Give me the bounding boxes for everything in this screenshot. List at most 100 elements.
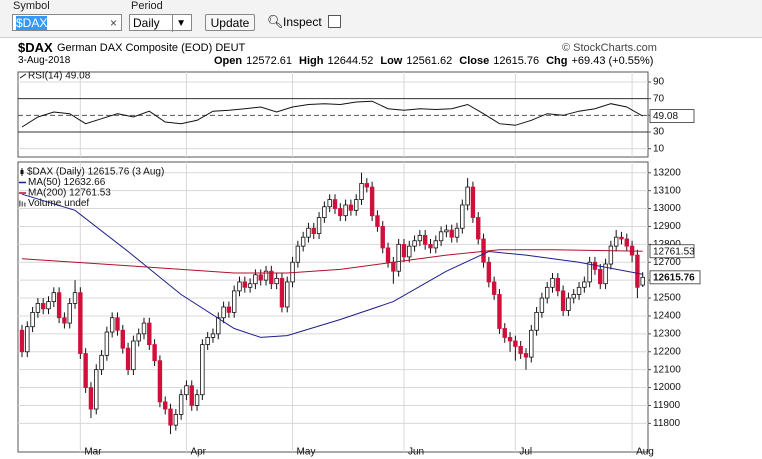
candle-body	[359, 183, 364, 200]
candle-body	[173, 414, 179, 426]
legend-label: MA(50) 12632.66	[28, 177, 106, 188]
series-line	[21, 249, 643, 274]
candle-body	[343, 204, 348, 217]
quote-label: Low	[380, 55, 403, 67]
candle-body	[189, 385, 194, 406]
y-tick-label: 10	[653, 143, 665, 154]
candle-body	[25, 326, 30, 353]
clear-icon[interactable]: ×	[109, 16, 117, 30]
y-tick-label: 13200	[653, 167, 681, 178]
candle-body	[67, 303, 72, 324]
candle-body	[136, 333, 141, 342]
candle-body	[332, 199, 338, 209]
candle-body	[157, 360, 163, 403]
x-tick-label: Apr	[190, 447, 206, 458]
candle-body	[422, 234, 428, 245]
candle-body	[115, 317, 120, 331]
candle-body	[109, 317, 115, 333]
quote-label: High	[299, 55, 324, 67]
legend-label: Volume undef	[28, 198, 89, 209]
candle-body	[168, 408, 173, 426]
quote-label: Close	[459, 55, 490, 67]
candle-body	[163, 401, 168, 410]
y-tick-label: 12500	[653, 293, 681, 304]
candle-body	[523, 353, 529, 358]
period-select[interactable]: Daily ▼	[129, 14, 192, 32]
inspect-checkbox[interactable]	[328, 15, 341, 28]
candle-body	[640, 276, 645, 286]
legend-icon	[19, 73, 27, 79]
candle-body	[279, 277, 285, 308]
y-tick-label: 11800	[653, 418, 681, 429]
candle-body	[300, 236, 306, 247]
dropdown-arrow: ▼	[172, 15, 189, 32]
candle-body	[226, 306, 232, 313]
candle-body	[470, 186, 476, 218]
update-button[interactable]: Update	[205, 14, 255, 31]
end-label: 12615.76	[653, 272, 695, 283]
candle-body	[566, 297, 571, 311]
candle-body	[481, 238, 486, 263]
candle-body	[263, 270, 269, 281]
candle-body	[476, 217, 481, 240]
candle-body	[560, 290, 566, 311]
y-tick-label: 30	[653, 127, 665, 138]
candle-body	[46, 301, 51, 310]
period-label: Period	[131, 0, 163, 12]
legend-label: RSI(14) 49.08	[28, 71, 91, 82]
legend-label: $DAX (Daily) 12615.76 (3 Aug)	[27, 167, 164, 178]
candle-body	[375, 215, 380, 227]
end-label: 49.08	[653, 111, 678, 122]
candle-body	[380, 226, 385, 249]
toolbar	[0, 0, 762, 38]
y-tick-label: 12200	[653, 346, 681, 357]
candle-body	[449, 229, 454, 238]
candle-body	[619, 236, 624, 240]
series-line	[21, 100, 643, 128]
chart-symbol: $DAX	[18, 40, 53, 55]
candle-body	[178, 394, 184, 415]
candle-body	[587, 261, 592, 283]
candle-body	[131, 340, 136, 371]
candle-body	[348, 204, 354, 211]
y-tick-label: 12100	[653, 364, 681, 375]
quote-value: 12572.61	[246, 55, 293, 67]
candle-body	[205, 337, 210, 345]
candle-body	[582, 281, 587, 288]
end-label: 12761.53	[653, 246, 695, 257]
candle-body	[221, 306, 226, 319]
candle-body	[316, 217, 322, 235]
legend-icon	[20, 170, 24, 174]
candle-body	[322, 206, 327, 218]
candle-body	[518, 345, 523, 354]
quote-item: Open 12572.61	[214, 55, 292, 67]
series-line	[21, 193, 643, 338]
x-tick-label: Mar	[84, 447, 102, 458]
candle-body	[417, 234, 423, 242]
x-tick-label: May	[297, 447, 316, 458]
candle-body	[460, 204, 465, 229]
y-tick-label: 12400	[653, 311, 681, 322]
symbol-input[interactable]: $DAX ×	[12, 14, 122, 31]
candle-body	[391, 261, 396, 272]
candle-body	[454, 227, 460, 238]
candle-body	[285, 281, 290, 308]
candle-body	[550, 277, 555, 288]
symbol-value: $DAX	[16, 16, 48, 30]
y-tick-label: 70	[653, 93, 665, 104]
candle-body	[598, 269, 603, 285]
candle-body	[184, 385, 189, 396]
y-tick-label: 12700	[653, 257, 681, 268]
candle-body	[306, 227, 311, 238]
candle-body	[571, 294, 576, 299]
candle-body	[555, 277, 561, 292]
y-tick-label: 13000	[653, 203, 681, 214]
candle-body	[338, 208, 343, 217]
candle-body	[311, 227, 316, 235]
candle-body	[141, 322, 147, 335]
candle-body	[41, 303, 46, 310]
candle-body	[152, 344, 157, 362]
quote-item: Low 12561.62	[380, 55, 452, 67]
candle-body	[72, 292, 78, 304]
candle-body	[88, 387, 94, 410]
